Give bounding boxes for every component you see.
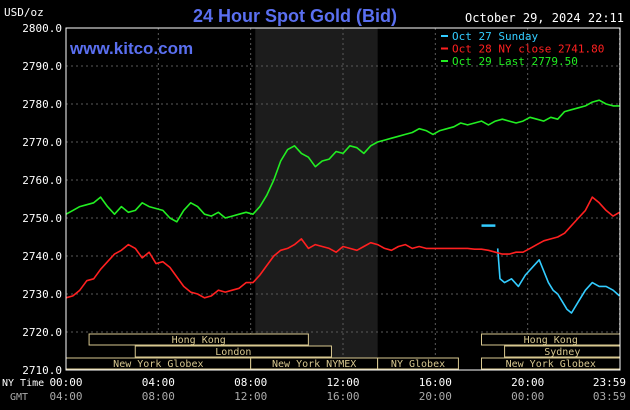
session-label: Sydney: [544, 347, 580, 358]
series-line-2: [65, 196, 620, 299]
series-line-1: [496, 248, 621, 314]
x-tick-label-gmt: 08:00: [142, 390, 175, 403]
session-label: New York Globex: [113, 359, 203, 370]
session-bar: [134, 345, 332, 358]
y-tick-label: 2710.0: [22, 364, 62, 377]
legend-entry: Oct 27 Sunday: [452, 30, 538, 43]
y-tick-label: 2800.0: [22, 22, 62, 35]
session-label: London: [215, 347, 251, 358]
x-axis-ticks: 00:0004:0004:0008:0008:0012:0012:0016:00…: [49, 376, 626, 403]
y-tick-label: 2740.0: [22, 250, 62, 263]
chart-title: 24 Hour Spot Gold (Bid): [193, 6, 397, 26]
session-label: Hong Kong: [524, 335, 578, 346]
x-tick-label-ny: 23:59: [593, 376, 626, 389]
price-series: [65, 99, 621, 314]
y-tick-label: 2770.0: [22, 136, 62, 149]
x-tick-label-gmt: 00:00: [511, 390, 544, 403]
x-tick-label-gmt: 03:59: [593, 390, 626, 403]
session-label: Hong Kong: [172, 335, 226, 346]
x-tick-label-ny: 12:00: [326, 376, 359, 389]
site-watermark: www.kitco.com: [69, 39, 193, 58]
session-label: NY Globex: [391, 359, 445, 370]
y-tick-label: 2730.0: [22, 288, 62, 301]
session-bar: [88, 333, 309, 346]
ny-time-axis-title: NY Time: [2, 378, 44, 389]
y-tick-label: 2750.0: [22, 212, 62, 225]
x-tick-label-gmt: 20:00: [419, 390, 452, 403]
legend-entry: Oct 28 NY close 2741.80: [452, 43, 604, 56]
x-tick-label-ny: 20:00: [511, 376, 544, 389]
plot-border: [65, 27, 621, 371]
x-tick-label-ny: 16:00: [419, 376, 452, 389]
session-bar: [377, 357, 459, 370]
y-tick-label: 2720.0: [22, 326, 62, 339]
legend-entry: Oct 29 Last 2779.50: [452, 55, 578, 68]
session-label: New York NYMEX: [272, 359, 356, 370]
series-line-3: [65, 99, 620, 223]
y-tick-label: 2790.0: [22, 60, 62, 73]
x-tick-label-gmt: 12:00: [234, 390, 267, 403]
y-tick-label: 2760.0: [22, 174, 62, 187]
price-unit-label: USD/oz: [4, 6, 44, 19]
x-tick-label-ny: 00:00: [49, 376, 82, 389]
x-tick-label-ny: 04:00: [142, 376, 175, 389]
gmt-axis-title: GMT: [10, 392, 28, 403]
x-tick-label-ny: 08:00: [234, 376, 267, 389]
y-axis-ticks: 2800.0 2790.0 2780.0 2770.0 2760.0 2750.0 2740…: [22, 22, 62, 377]
session-label: New York Globex: [506, 359, 596, 370]
x-tick-label-gmt: 16:00: [326, 390, 359, 403]
y-tick-label: 2780.0: [22, 98, 62, 111]
nymex-shaded-region: [255, 28, 378, 370]
chart-datetime: October 29, 2024 22:11: [465, 11, 624, 25]
x-tick-label-gmt: 04:00: [49, 390, 82, 403]
